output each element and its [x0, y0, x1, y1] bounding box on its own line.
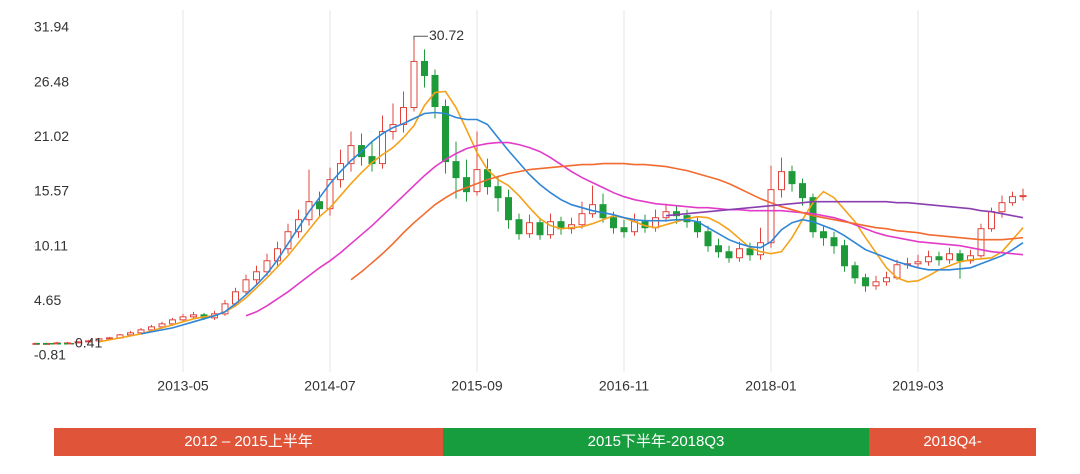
candle-body	[872, 281, 880, 287]
y-tick-label: 31.94	[34, 19, 69, 35]
period-bar: 2012 – 2015上半年 2015下半年-2018Q3 2018Q4-	[54, 428, 1036, 456]
candle-body	[788, 171, 796, 185]
min-label: 0.41	[75, 334, 102, 350]
candle-body	[820, 231, 827, 239]
candle-body	[190, 314, 197, 318]
candle-body	[736, 248, 743, 259]
period-segment	[443, 428, 869, 456]
candle-body	[578, 213, 586, 226]
candle-body	[463, 177, 470, 193]
candle-body	[431, 74, 439, 108]
candle-body	[74, 341, 82, 344]
candle-body	[862, 277, 869, 287]
period-segment	[869, 428, 1036, 456]
candle-body	[662, 211, 670, 219]
x-tick-label: 2018-01	[745, 378, 797, 394]
candle-body	[148, 326, 155, 331]
candle-body	[652, 217, 659, 229]
candle-body	[536, 222, 544, 236]
candle-body	[610, 217, 617, 229]
candle-body	[620, 227, 628, 233]
candle-body	[85, 340, 92, 343]
candle-body	[1019, 195, 1027, 198]
candle-body	[704, 231, 712, 247]
candle-body	[242, 279, 250, 293]
candle-body	[410, 60, 418, 109]
x-tick-label: 2019-03	[892, 378, 944, 394]
moving-average-line	[665, 200, 1024, 219]
candle-body	[295, 219, 302, 233]
x-tick-label: 2015-09	[451, 378, 503, 394]
candle-body	[158, 323, 166, 328]
candle-body	[851, 265, 859, 279]
candle-body	[379, 131, 386, 165]
candle-body	[599, 204, 607, 219]
moving-average-line	[98, 90, 1024, 343]
candle-body	[347, 145, 355, 165]
candle-body	[988, 211, 995, 230]
candle-body	[316, 201, 323, 210]
candle-body	[778, 171, 785, 191]
candle-body	[127, 332, 134, 336]
max-label: 30.72	[429, 27, 464, 43]
candle-body	[589, 204, 596, 215]
candle-body	[1009, 196, 1016, 204]
candle-body	[106, 337, 113, 340]
y-tick-label: 15.57	[34, 183, 69, 199]
period-segment	[54, 428, 443, 456]
candle-body	[799, 183, 806, 199]
candle-body	[715, 245, 722, 253]
candle-body	[830, 237, 838, 247]
x-tick-label: 2013-05	[157, 378, 209, 394]
candle-body	[547, 221, 554, 236]
candle-body	[998, 202, 1006, 213]
moving-average-line	[350, 162, 1024, 281]
y-tick-label: 26.48	[34, 73, 69, 89]
y-tick-label: 4.65	[34, 292, 61, 308]
candle-body	[967, 255, 974, 262]
candle-body	[757, 242, 764, 256]
candle-body	[452, 161, 460, 179]
candle-body	[473, 169, 481, 193]
candle-body	[505, 197, 512, 221]
y-tick-label: 21.02	[34, 128, 69, 144]
candle-body	[421, 60, 428, 76]
y-tick-label: -0.81	[34, 347, 66, 363]
candle-body	[841, 245, 848, 267]
candle-body	[526, 222, 533, 235]
candle-body	[515, 219, 523, 235]
candle-body	[883, 277, 890, 283]
candle-body	[95, 338, 103, 342]
candle-body	[137, 329, 145, 334]
candle-body	[263, 260, 271, 273]
period-label: 2012 – 2015上半年	[184, 433, 312, 450]
candle-body	[935, 256, 943, 261]
period-label: 2015下半年-2018Q3	[588, 433, 725, 450]
x-tick-label: 2016-11	[599, 378, 650, 394]
moving-average-line	[245, 141, 1024, 317]
y-tick-label: 10.11	[34, 237, 68, 253]
candle-body	[400, 107, 407, 126]
x-tick-label: 2014-07	[304, 378, 356, 394]
candle-body	[494, 186, 502, 199]
period-label: 2018Q4-	[923, 433, 981, 450]
candle-body	[179, 316, 187, 321]
candle-body	[725, 251, 733, 259]
moving-average-line	[140, 111, 1024, 335]
candle-body	[914, 261, 922, 265]
candle-body	[767, 189, 775, 244]
candle-body	[169, 319, 176, 325]
candle-body	[925, 256, 932, 263]
candle-body	[946, 253, 953, 261]
candle-body	[253, 271, 260, 281]
candle-body	[746, 248, 754, 256]
candle-body	[442, 106, 449, 163]
candle-body	[977, 228, 985, 257]
candle-body	[956, 253, 964, 262]
max-leader	[413, 35, 428, 41]
